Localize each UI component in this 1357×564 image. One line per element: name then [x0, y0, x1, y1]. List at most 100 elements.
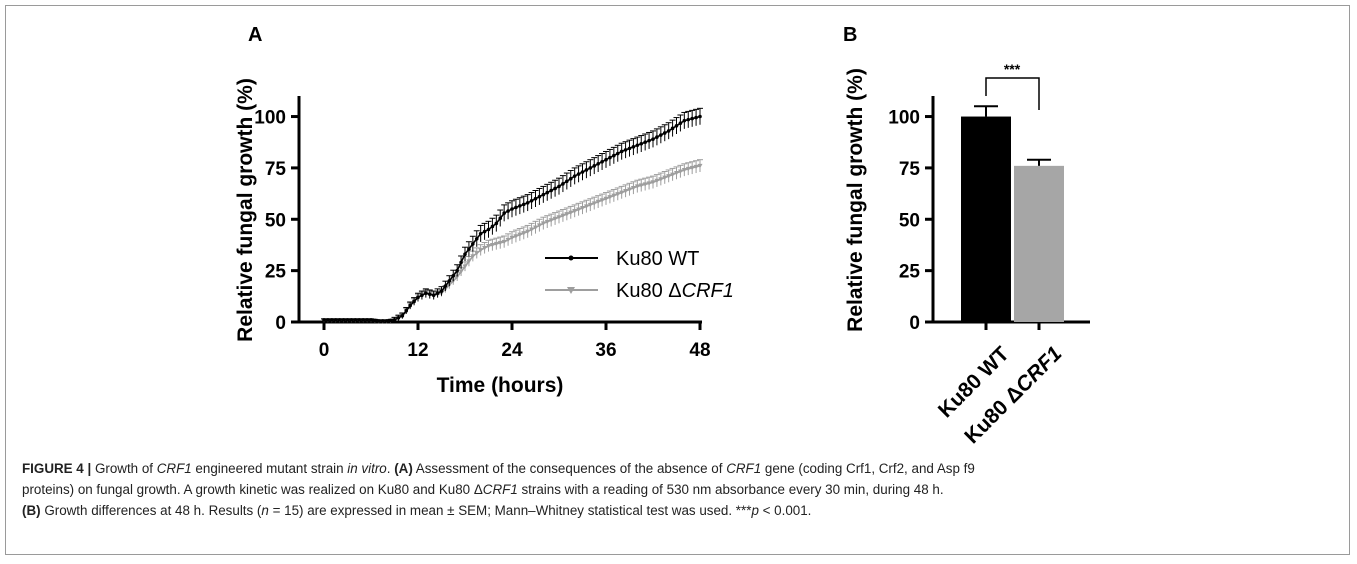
- data-point: [591, 201, 597, 206]
- data-point: [615, 192, 621, 197]
- bar-mutant: [1014, 165, 1064, 322]
- data-point: [666, 174, 672, 179]
- data-point: [384, 319, 389, 323]
- data-point: [478, 248, 484, 253]
- data-point: [678, 121, 683, 126]
- data-point: [537, 194, 542, 199]
- data-point: [486, 243, 491, 249]
- data-point: [396, 316, 401, 320]
- data-point: [498, 216, 503, 221]
- caption-line-3: (B) Growth differences at 48 h. Results …: [22, 500, 1332, 521]
- data-point: [490, 224, 495, 229]
- data-point: [552, 216, 558, 222]
- data-point: [544, 219, 550, 225]
- panel-a-y-title: Relative fungal growth (%): [234, 78, 257, 342]
- data-point: [635, 143, 640, 148]
- caption-text: strains with a reading of 530 nm absorba…: [517, 482, 944, 497]
- data-point: [599, 198, 605, 203]
- data-point: [435, 291, 440, 296]
- data-point: [521, 202, 526, 207]
- data-point: [568, 176, 573, 181]
- caption-text: Assessment of the consequences of the ab…: [412, 461, 727, 476]
- data-point: [560, 213, 566, 219]
- data-point: [412, 299, 416, 304]
- panel-a-x-tick-label: 24: [501, 340, 523, 361]
- data-point: [361, 318, 365, 322]
- data-point: [365, 318, 369, 322]
- data-point: [400, 314, 405, 318]
- data-point: [627, 187, 632, 192]
- caption-n: n: [261, 503, 269, 518]
- panel-b-y-ticks: 0 25 50 75 100: [888, 108, 933, 334]
- data-point: [630, 185, 636, 191]
- data-point: [451, 273, 456, 278]
- data-point: [505, 237, 511, 243]
- data-point: [674, 171, 679, 176]
- data-point: [604, 157, 608, 162]
- data-point: [595, 199, 601, 205]
- data-point: [615, 151, 620, 156]
- data-point: [463, 252, 467, 256]
- data-point: [681, 167, 687, 173]
- panel-b-letter: B: [843, 24, 857, 46]
- data-point: [478, 231, 483, 236]
- caption-panel-a-ref: (A): [394, 461, 413, 476]
- data-point: [600, 159, 604, 164]
- data-point: [420, 293, 424, 298]
- data-point: [521, 231, 527, 236]
- data-point: [631, 145, 636, 149]
- data-point: [509, 235, 515, 241]
- data-point: [557, 184, 561, 189]
- panel-a-x-tick-label: 12: [407, 340, 428, 361]
- data-point: [443, 284, 448, 288]
- data-point: [556, 215, 562, 220]
- data-point: [494, 221, 499, 226]
- caption-text: Growth of: [91, 461, 157, 476]
- data-point: [540, 221, 546, 226]
- data-point: [439, 289, 444, 293]
- legend-label-mutant: Ku80 ΔCRF1: [616, 280, 734, 302]
- data-point: [549, 188, 553, 193]
- data-point: [431, 293, 436, 298]
- caption-text: proteins) on fungal growth. A growth kin…: [22, 482, 483, 497]
- bar-wt: [961, 116, 1011, 322]
- data-point: [685, 166, 691, 172]
- data-point: [694, 115, 698, 120]
- data-point: [655, 135, 659, 139]
- data-point: [369, 318, 373, 322]
- series-wt: [321, 107, 703, 323]
- data-point: [326, 318, 330, 322]
- legend-label-wt: Ku80 WT: [616, 248, 699, 270]
- data-point: [623, 148, 628, 152]
- data-point: [377, 319, 381, 323]
- data-point: [568, 210, 574, 216]
- significance-bracket: ***: [985, 61, 1040, 110]
- legend-marker-wt: [568, 255, 574, 261]
- caption-fig-label: FIGURE 4 |: [22, 461, 92, 476]
- data-point: [592, 164, 597, 168]
- data-point: [471, 242, 475, 246]
- data-point: [518, 204, 522, 208]
- data-point: [576, 207, 582, 213]
- figure-frame: [5, 5, 1350, 555]
- data-point: [580, 170, 585, 174]
- data-point: [330, 318, 334, 322]
- data-point: [698, 114, 702, 119]
- data-point: [424, 291, 428, 296]
- data-point: [603, 196, 609, 202]
- data-point: [651, 137, 655, 141]
- data-point: [514, 205, 518, 210]
- data-point: [608, 155, 612, 160]
- legend-item-wt: Ku80 WT: [545, 248, 699, 270]
- data-point: [482, 229, 487, 234]
- panel-a: A 0 25 50 75 100 0 12 24 36 48 Relative fungal g…: [234, 24, 734, 397]
- data-point: [337, 318, 342, 322]
- data-point: [619, 190, 625, 196]
- panel-b-x-labels: Ku80 WT Ku80 ΔCRF1: [934, 342, 1067, 448]
- data-point: [447, 279, 452, 283]
- data-point: [650, 180, 656, 185]
- data-point: [392, 318, 397, 322]
- data-point: [497, 240, 503, 246]
- data-point: [388, 318, 393, 323]
- legend-label-mutant-gene: CRF1: [682, 280, 734, 302]
